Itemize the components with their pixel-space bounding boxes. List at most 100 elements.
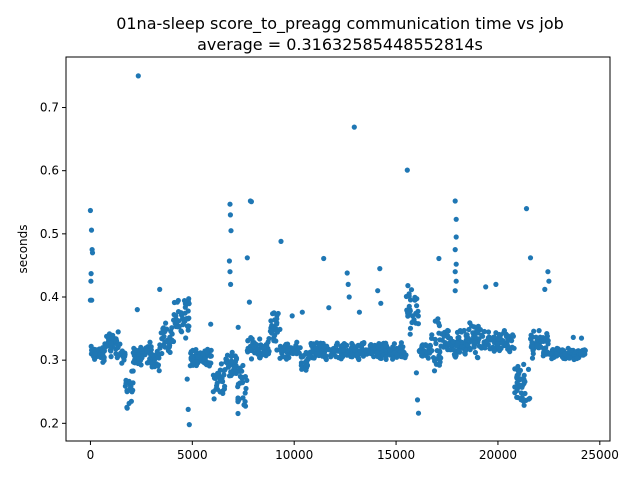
data-point xyxy=(483,284,489,290)
data-point xyxy=(294,339,300,345)
data-point xyxy=(525,366,532,372)
data-point xyxy=(461,327,467,334)
data-point xyxy=(88,271,94,277)
data-point xyxy=(518,376,524,382)
data-point xyxy=(445,333,451,339)
data-point xyxy=(400,348,406,354)
data-point xyxy=(108,340,114,346)
data-point xyxy=(303,367,309,373)
data-point xyxy=(394,352,400,358)
data-point xyxy=(161,342,167,348)
data-point xyxy=(108,336,114,342)
data-point xyxy=(537,334,543,340)
data-point xyxy=(345,281,351,287)
data-point xyxy=(204,348,210,355)
data-point xyxy=(138,346,144,352)
data-point xyxy=(221,372,227,378)
data-point xyxy=(266,336,272,342)
data-point xyxy=(124,405,130,411)
data-point xyxy=(559,347,566,353)
data-point xyxy=(251,344,257,350)
data-point xyxy=(498,345,504,351)
x-tick-label: 0 xyxy=(87,448,95,462)
data-point xyxy=(115,329,121,335)
data-point xyxy=(165,348,171,354)
data-point xyxy=(513,384,520,390)
data-point xyxy=(321,344,327,350)
data-point xyxy=(471,333,477,339)
data-point xyxy=(578,335,585,341)
data-point xyxy=(562,351,568,357)
x-tick-label: 25000 xyxy=(581,448,619,462)
data-point xyxy=(226,258,232,264)
data-point xyxy=(132,347,139,353)
data-point xyxy=(274,321,280,327)
data-point xyxy=(178,310,184,316)
data-point xyxy=(406,310,412,316)
data-point xyxy=(248,356,255,362)
data-point xyxy=(235,324,241,330)
data-point xyxy=(453,278,459,284)
data-point xyxy=(169,325,175,331)
data-point xyxy=(538,344,544,350)
chart-title-line2: average = 0.31632585448552814s xyxy=(197,35,483,54)
y-axis-ticks: 0.2 0.3 0.4 0.5 0.6 0.7 xyxy=(40,101,66,430)
data-point xyxy=(128,384,134,390)
data-point xyxy=(340,347,347,353)
data-point xyxy=(210,389,216,395)
data-point xyxy=(522,379,528,385)
data-point xyxy=(487,346,493,352)
data-point xyxy=(311,355,317,361)
data-point xyxy=(159,350,165,357)
data-point xyxy=(323,356,329,363)
data-point xyxy=(356,309,362,315)
data-point xyxy=(407,331,413,337)
data-point xyxy=(454,329,461,335)
data-point xyxy=(232,364,238,370)
data-point xyxy=(300,354,306,360)
data-point xyxy=(382,342,388,348)
data-point xyxy=(333,342,339,348)
data-point xyxy=(378,300,384,306)
data-point xyxy=(471,344,477,350)
data-point xyxy=(244,255,250,261)
data-point xyxy=(228,369,234,375)
y-tick-label: 0.4 xyxy=(40,290,59,304)
data-point xyxy=(313,345,319,352)
data-point xyxy=(207,353,213,359)
data-point xyxy=(285,341,291,347)
data-point xyxy=(88,227,95,233)
data-point xyxy=(314,351,320,357)
data-point xyxy=(89,250,96,256)
data-point xyxy=(257,336,263,342)
data-point xyxy=(450,338,456,345)
data-point xyxy=(545,341,551,347)
data-point xyxy=(278,348,284,354)
data-point xyxy=(227,201,233,207)
data-point xyxy=(453,234,459,240)
data-point xyxy=(170,338,177,345)
data-point xyxy=(431,368,438,374)
data-point xyxy=(437,349,443,355)
data-point xyxy=(229,358,235,364)
data-point xyxy=(278,238,284,244)
data-point xyxy=(156,368,162,374)
data-point xyxy=(511,345,517,351)
data-point xyxy=(225,361,231,367)
plot-area-frame xyxy=(65,56,611,442)
data-point xyxy=(521,361,527,367)
data-point xyxy=(215,370,221,376)
data-point xyxy=(269,330,275,336)
data-point xyxy=(453,261,459,267)
data-point xyxy=(138,362,144,368)
data-point xyxy=(436,320,442,326)
data-point xyxy=(284,347,291,353)
data-point xyxy=(485,335,491,341)
data-point xyxy=(275,310,281,317)
data-point xyxy=(169,331,175,337)
data-point xyxy=(383,354,389,360)
data-point xyxy=(240,395,246,401)
data-point xyxy=(425,355,431,361)
data-point xyxy=(247,347,253,353)
